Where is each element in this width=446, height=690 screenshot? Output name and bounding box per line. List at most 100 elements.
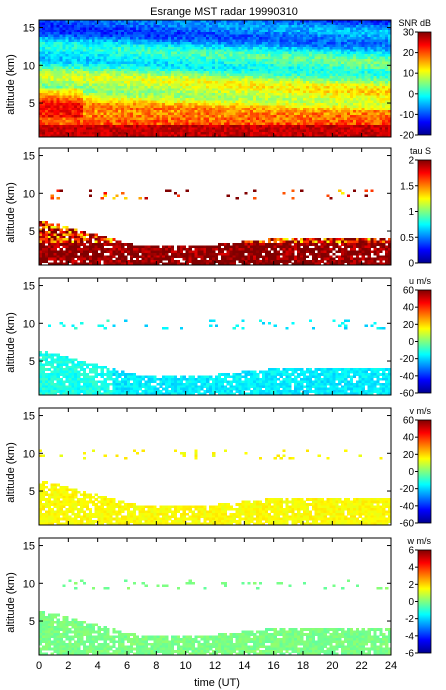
field-cell xyxy=(326,24,330,28)
field-cell xyxy=(109,132,113,135)
field-cell xyxy=(97,110,101,113)
field-cell xyxy=(326,51,330,55)
field-cell xyxy=(326,32,330,35)
field-cell xyxy=(215,102,219,106)
field-cell xyxy=(106,78,110,82)
field-cell xyxy=(311,46,316,50)
field-cell xyxy=(47,68,52,72)
field-cell xyxy=(182,102,186,106)
field-cell xyxy=(53,90,57,94)
field-cell xyxy=(138,100,142,104)
field-cell xyxy=(323,112,327,116)
field-cell xyxy=(44,66,49,70)
field-cell xyxy=(223,83,228,87)
field-cell xyxy=(276,59,280,62)
field-cell xyxy=(215,73,219,77)
field-cell xyxy=(305,39,310,43)
field-cell xyxy=(308,95,313,99)
field-cell xyxy=(188,105,192,109)
field-cell xyxy=(247,68,251,72)
field-cell xyxy=(182,80,186,84)
field-cell xyxy=(261,68,266,72)
field-cell xyxy=(156,78,160,82)
field-cell xyxy=(141,115,145,118)
field-cell xyxy=(220,51,225,55)
field-cell xyxy=(256,54,260,57)
field-cell xyxy=(200,66,204,70)
field-cell xyxy=(209,95,213,99)
field-cell xyxy=(156,124,160,128)
field-cell xyxy=(127,46,131,50)
field-cell xyxy=(115,41,119,45)
field-cell xyxy=(267,119,272,123)
field-cell xyxy=(135,44,140,48)
field-cell xyxy=(338,78,342,82)
field-cell xyxy=(129,59,134,62)
field-cell xyxy=(65,27,69,31)
field-cell xyxy=(80,56,84,60)
field-cell xyxy=(212,61,216,65)
field-cell xyxy=(83,90,87,94)
field-cell xyxy=(68,32,72,35)
field-cell xyxy=(279,95,283,99)
field-cell xyxy=(50,112,54,116)
field-cell xyxy=(83,46,87,50)
field-cell xyxy=(115,56,119,60)
field-cell xyxy=(47,66,52,70)
field-cell xyxy=(182,85,186,89)
field-cell xyxy=(244,68,248,72)
field-cell xyxy=(65,41,69,45)
field-cell xyxy=(141,119,145,123)
field-cell xyxy=(335,22,339,26)
field-cell xyxy=(127,63,131,67)
field-cell xyxy=(138,66,142,70)
field-cell xyxy=(91,73,96,77)
field-cell xyxy=(121,29,125,33)
field-cell xyxy=(332,107,336,111)
field-cell xyxy=(288,117,292,121)
field-cell xyxy=(144,88,148,91)
field-cell xyxy=(144,100,148,104)
field-cell xyxy=(62,124,66,128)
field-cell xyxy=(238,46,242,50)
field-cell xyxy=(220,83,225,87)
field-cell xyxy=(50,27,54,31)
field-cell xyxy=(144,124,148,128)
field-cell xyxy=(300,107,304,111)
field-cell xyxy=(141,51,145,55)
field-cell xyxy=(112,73,116,77)
field-cell xyxy=(311,44,316,48)
field-cell xyxy=(212,51,216,55)
field-cell xyxy=(77,73,81,77)
field-cell xyxy=(256,95,260,99)
field-cell xyxy=(59,122,63,126)
field-cell xyxy=(56,20,60,23)
field-cell xyxy=(83,115,87,118)
field-cell xyxy=(297,93,301,96)
field-cell xyxy=(308,73,313,77)
field-cell xyxy=(209,122,213,126)
field-cell xyxy=(197,46,201,50)
field-cell xyxy=(147,44,151,48)
field-cell xyxy=(176,22,181,26)
field-cell xyxy=(244,61,248,65)
field-cell xyxy=(308,102,313,106)
field-cell xyxy=(291,32,295,35)
field-cell xyxy=(97,115,101,118)
field-cell xyxy=(118,102,122,106)
field-cell xyxy=(41,105,46,109)
field-cell xyxy=(74,88,78,91)
field-cell xyxy=(259,119,263,123)
field-cell xyxy=(100,56,104,60)
field-cell xyxy=(194,132,198,135)
field-cell xyxy=(270,46,274,50)
field-cell xyxy=(303,54,307,57)
field-cell xyxy=(244,124,248,128)
field-cell xyxy=(320,80,324,84)
field-cell xyxy=(241,129,245,133)
field-cell xyxy=(329,22,333,26)
field-cell xyxy=(320,85,324,89)
field-cell xyxy=(124,88,128,91)
field-cell xyxy=(326,85,330,89)
field-cell xyxy=(115,102,119,106)
